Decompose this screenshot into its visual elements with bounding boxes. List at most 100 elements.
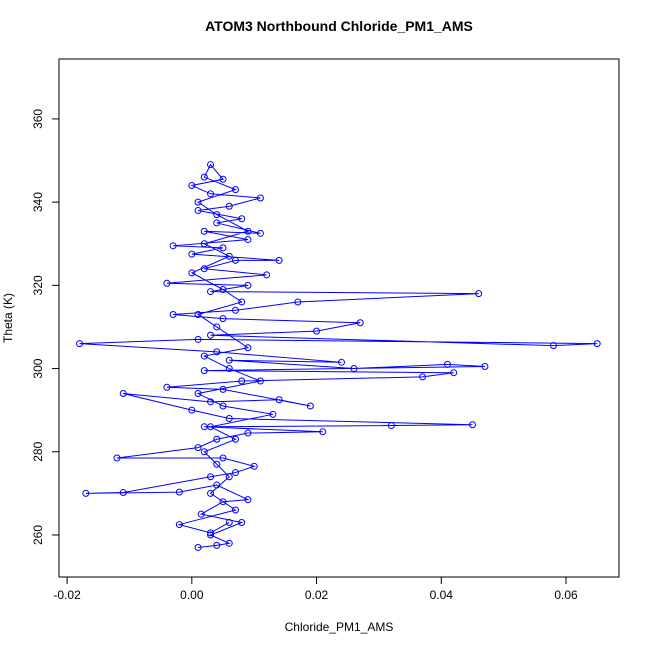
point: [238, 518, 246, 526]
point: [194, 390, 202, 398]
plot-frame: [58, 58, 620, 578]
point: [550, 342, 558, 350]
point: [113, 454, 121, 462]
point: [244, 496, 252, 504]
point: [200, 448, 208, 456]
point: [468, 421, 476, 429]
x-tick-label: -0.02: [53, 588, 81, 602]
point: [194, 206, 202, 214]
point: [207, 473, 215, 481]
x-tick-label: 0.02: [305, 588, 329, 602]
point: [219, 175, 227, 183]
point: [481, 362, 489, 370]
point: [231, 306, 239, 314]
point: [219, 498, 227, 506]
point: [444, 360, 452, 368]
x-axis-label: Chloride_PM1_AMS: [285, 620, 394, 634]
point: [213, 348, 221, 356]
point: [225, 539, 233, 547]
point: [231, 506, 239, 514]
point: [76, 340, 84, 348]
point: [225, 356, 233, 364]
point: [169, 310, 177, 318]
point: [207, 398, 215, 406]
point: [337, 358, 345, 366]
point: [256, 377, 264, 385]
x-tick-label: 0.06: [554, 588, 578, 602]
point: [225, 518, 233, 526]
point: [200, 352, 208, 360]
point: [200, 367, 208, 375]
point: [593, 340, 601, 348]
point: [313, 327, 321, 335]
y-tick-label: 300: [31, 358, 45, 378]
point: [250, 462, 258, 470]
point: [213, 481, 221, 489]
point: [244, 344, 252, 352]
y-tick-label: 340: [31, 192, 45, 212]
point: [231, 469, 239, 477]
point: [175, 488, 183, 496]
point: [356, 319, 364, 327]
point: [231, 256, 239, 264]
point: [197, 510, 205, 518]
point: [275, 396, 283, 404]
point: [244, 281, 252, 289]
point: [213, 211, 221, 219]
point: [207, 489, 215, 497]
point: [225, 252, 233, 260]
series-line: [79, 163, 598, 548]
point: [213, 541, 221, 549]
point: [219, 244, 227, 252]
point: [225, 202, 233, 210]
point: [200, 265, 208, 273]
point: [163, 383, 171, 391]
point: [387, 422, 395, 430]
point: [213, 323, 221, 331]
point: [450, 369, 458, 377]
point: [194, 444, 202, 452]
point: [207, 288, 215, 296]
point: [207, 423, 215, 431]
point: [194, 310, 202, 318]
point: [188, 269, 196, 277]
point: [200, 240, 208, 248]
point: [175, 521, 183, 529]
point: [188, 181, 196, 189]
point: [207, 531, 215, 539]
point: [213, 460, 221, 468]
point: [306, 402, 314, 410]
point: [188, 406, 196, 414]
point: [219, 454, 227, 462]
point: [169, 242, 177, 250]
point: [238, 298, 246, 306]
point: [119, 390, 127, 398]
point: [200, 227, 208, 235]
point: [269, 410, 277, 418]
point: [238, 377, 246, 385]
point: [275, 256, 283, 264]
point: [238, 215, 246, 223]
point: [119, 489, 127, 497]
x-tick-label: 0.04: [430, 588, 454, 602]
point: [213, 219, 221, 227]
point: [188, 250, 196, 258]
y-tick-label: 280: [31, 441, 45, 461]
point: [263, 271, 271, 279]
x-tick-label: 0.00: [180, 588, 204, 602]
point: [244, 227, 252, 235]
point: [350, 365, 358, 373]
chart-title: ATOM3 Northbound Chloride_PM1_AMS: [205, 18, 473, 34]
point: [225, 365, 233, 373]
point: [225, 473, 233, 481]
y-axis-label: Theta (K): [1, 293, 15, 343]
point: [213, 435, 221, 443]
point: [207, 529, 215, 537]
y-tick-label: 320: [31, 275, 45, 295]
point: [207, 331, 215, 339]
point: [219, 285, 227, 293]
point: [194, 543, 202, 551]
y-tick-label: 360: [31, 109, 45, 129]
point: [419, 373, 427, 381]
